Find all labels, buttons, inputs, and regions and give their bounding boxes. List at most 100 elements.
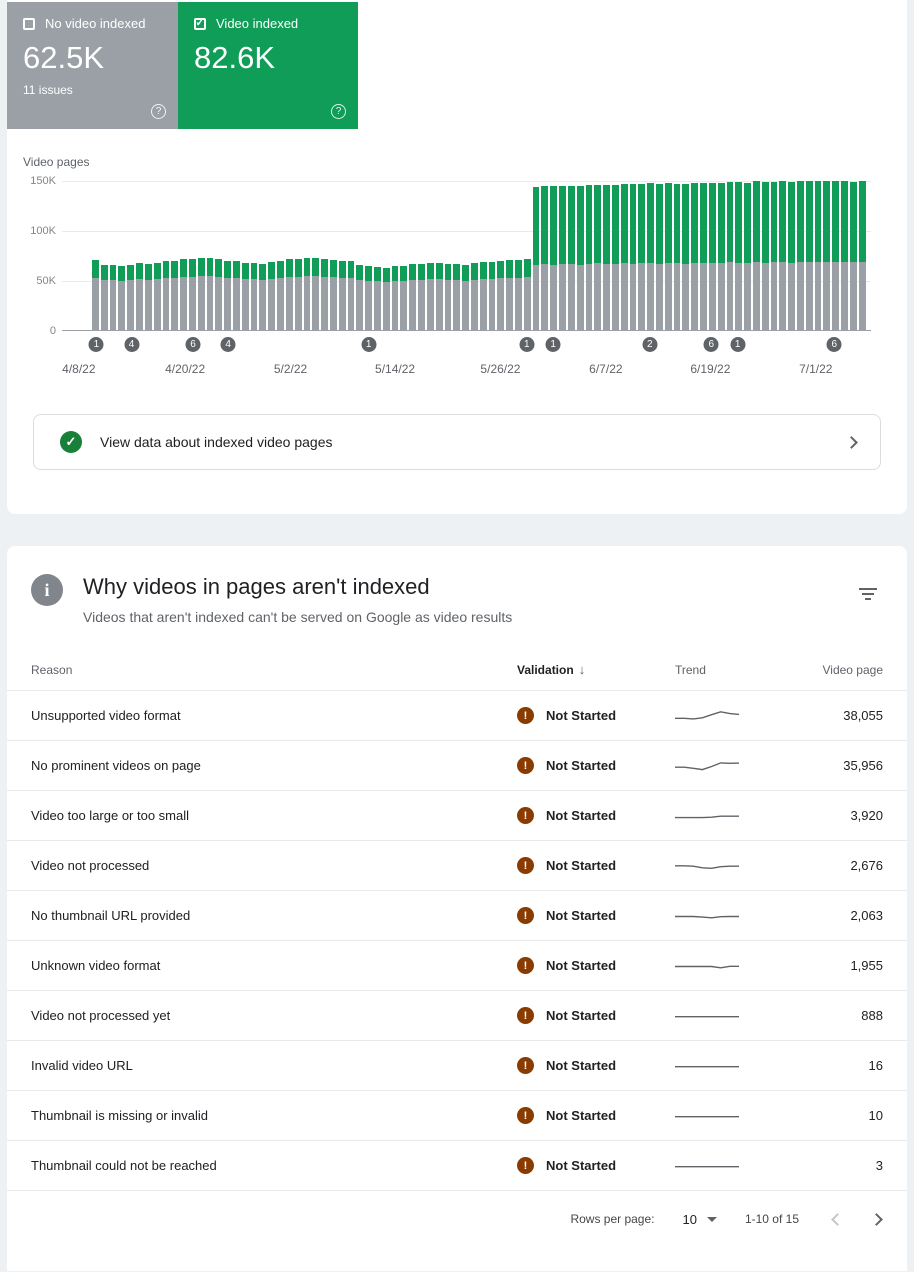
chart-bar[interactable] [241,263,249,330]
chart-bar[interactable] [100,265,108,330]
chart-bar[interactable] [453,264,461,330]
issue-marker[interactable]: 2 [642,337,658,352]
chart-bar[interactable] [277,261,284,330]
chart-bar[interactable] [664,183,672,330]
next-page-button[interactable] [870,1212,883,1226]
chart-bar[interactable] [814,181,822,330]
chart-bar[interactable] [180,259,187,330]
issue-row[interactable]: Thumbnail could not be reached! Not Start… [7,1141,907,1191]
indexed-summary-card[interactable]: ✓ Video indexed 82.6K ? [178,2,358,129]
rows-per-page-select[interactable]: 10 [682,1212,717,1227]
chart-bar[interactable] [479,262,487,330]
chart-bar[interactable] [620,184,628,330]
chart-bar[interactable] [215,259,223,330]
chart-bar[interactable] [559,186,566,330]
chart-bar[interactable] [144,264,152,330]
chart-bar[interactable] [841,181,848,330]
chart-bar[interactable] [532,187,540,330]
issue-row[interactable]: Video not processed! Not Started 2,676 [7,841,907,891]
chart-bar[interactable] [365,266,372,330]
chart-bar[interactable] [585,185,593,330]
indexed-checkbox[interactable]: ✓ [194,17,206,30]
issue-marker[interactable]: 6 [703,337,719,352]
chart-bar[interactable] [418,264,425,330]
issue-marker[interactable]: 4 [220,337,236,352]
chart-bar[interactable] [109,265,117,330]
header-video-page[interactable]: Video page [822,662,883,677]
chart-bar[interactable] [118,266,126,330]
chart-bar[interactable] [550,186,558,330]
issue-row[interactable]: Invalid video URL! Not Started 16 [7,1041,907,1091]
chart-bar[interactable] [92,260,99,330]
chart-bar[interactable] [832,181,840,330]
chart-bar[interactable] [426,263,434,330]
issue-row[interactable]: Video not processed yet! Not Started 888 [7,991,907,1041]
chart-bar[interactable] [347,261,355,330]
filter-icon[interactable] [859,588,877,603]
chart-bar[interactable] [294,259,302,330]
issue-marker[interactable]: 1 [545,337,561,352]
chart-bar[interactable] [303,258,311,330]
chart-bar[interactable] [726,182,734,330]
chart-bar[interactable] [400,266,408,330]
chart-bar[interactable] [717,183,725,330]
help-icon[interactable]: ? [151,104,166,119]
help-icon[interactable]: ? [331,104,346,119]
issue-marker[interactable]: 6 [185,337,201,352]
header-reason[interactable]: Reason [31,662,73,677]
chart-bar[interactable] [779,181,787,330]
issue-row[interactable]: Thumbnail is missing or invalid! Not Star… [7,1091,907,1141]
chart-bar[interactable] [356,265,364,330]
chart-bar[interactable] [506,260,513,330]
issue-marker[interactable]: 1 [88,337,104,352]
chart-bar[interactable] [752,181,760,330]
chart-bar[interactable] [770,182,778,330]
chart-bar[interactable] [797,181,804,330]
chart-bar[interactable] [329,260,337,330]
chart-bar[interactable] [285,259,293,330]
chart-bar[interactable] [594,185,602,330]
chart-bar[interactable] [735,182,743,330]
chart-bar[interactable] [233,261,240,330]
chart-bar[interactable] [488,262,496,330]
chart-bar[interactable] [268,262,276,330]
issue-marker[interactable]: 6 [826,337,842,352]
issue-marker[interactable]: 1 [361,337,377,352]
chart-bar[interactable] [470,263,478,330]
chart-bar[interactable] [515,260,522,330]
chart-bar[interactable] [858,181,866,330]
previous-page-button[interactable] [831,1212,844,1226]
chart-bar[interactable] [136,263,143,330]
chart-bar[interactable] [391,266,399,330]
chart-bar[interactable] [567,186,575,330]
chart-bar[interactable] [321,259,328,330]
chart-bar[interactable] [188,259,196,330]
chart-bar[interactable] [250,263,258,330]
issue-row[interactable]: Unknown video format! Not Started 1,955 [7,941,907,991]
issue-row[interactable]: Unsupported video format! Not Started 38,0… [7,691,907,741]
chart-bar[interactable] [673,184,681,330]
not-indexed-summary-card[interactable]: No video indexed 62.5K 11 issues ? [7,2,178,129]
chart-bar[interactable] [656,184,663,330]
chart-bar[interactable] [691,183,699,330]
view-indexed-data-link[interactable]: ✓ View data about indexed video pages [33,414,881,470]
chart-bar[interactable] [197,258,205,330]
chart-bar[interactable] [374,267,381,330]
chart-bar[interactable] [849,182,857,330]
issue-row[interactable]: No prominent videos on page! Not Started 3… [7,741,907,791]
chart-bar[interactable] [541,186,549,330]
chart-bar[interactable] [224,261,231,330]
chart-bar[interactable] [312,258,320,330]
chart-bar[interactable] [647,183,654,330]
issue-marker[interactable]: 4 [124,337,140,352]
chart-bar[interactable] [603,185,610,330]
chart-bar[interactable] [435,263,443,330]
issue-row[interactable]: No thumbnail URL provided! Not Started 2,0… [7,891,907,941]
chart-bar[interactable] [638,184,646,330]
chart-bar[interactable] [576,186,584,330]
chart-bar[interactable] [171,261,179,330]
chart-bar[interactable] [382,268,390,330]
chart-bar[interactable] [629,184,637,330]
chart-bar[interactable] [523,259,531,330]
chart-bar[interactable] [409,264,417,330]
